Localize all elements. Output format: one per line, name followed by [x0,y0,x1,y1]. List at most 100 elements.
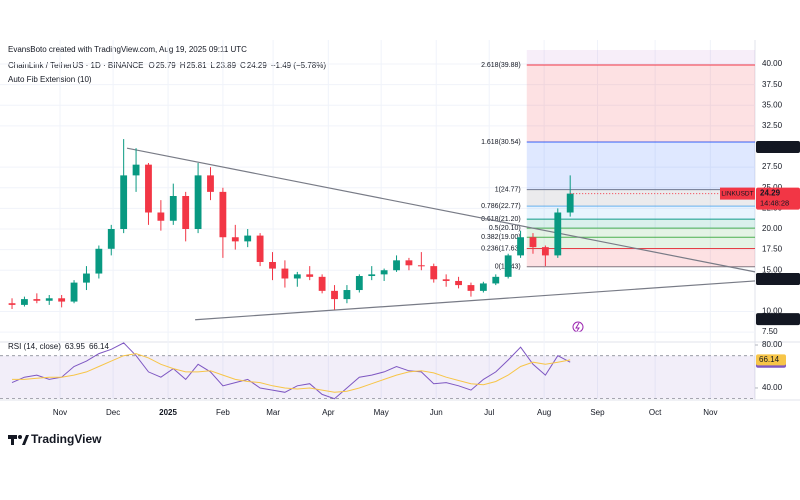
y-tick-label: 15.00 [762,265,783,274]
x-tick-label: 2025 [159,408,177,417]
candle-body [504,255,512,277]
fib-label: 0.786(22.77) [481,203,521,210]
candle-body [269,261,276,269]
candle-body [405,260,413,266]
candle-body [380,270,388,275]
credit: EvansBoto created with TradingView.com, … [8,45,247,54]
y-tick-label: 20.00 [762,224,783,233]
indicator-label: Auto Fib Extension (10) [8,75,92,84]
candle-body [306,274,314,277]
rsi-legend-value: 66.14 [89,342,110,351]
ohlc-value: 24.29 [247,61,268,70]
rsi-band [0,355,755,399]
x-tick-label: Dec [106,408,120,417]
fib-label: 0.618(21.20) [481,216,521,223]
symbol-label: LINKUSDT [721,190,753,197]
y-tick-label: 80.00 [762,340,783,349]
header-text: −1.49 (−5.78%) [271,61,326,70]
price-tag-label: 29.94 [760,142,781,151]
candle-body [529,237,537,248]
fib-top-zone [526,50,755,66]
trendline [195,280,756,321]
candle-body [368,274,376,277]
logo-slash [22,435,29,445]
price-tag [756,272,800,285]
ohlc-key: C [240,61,246,70]
countdown: 14:48:28 [760,199,789,208]
fib-label: 2.618(39.88) [481,62,521,69]
candle-body [70,282,78,302]
candle-body [194,175,202,229]
candle-body [83,273,90,283]
symbol-tag [720,187,755,200]
candle-body [231,237,239,242]
ohlc-key: L [211,61,216,70]
x-tick-label: Oct [649,408,662,417]
rsi-value-tag [756,354,786,366]
y-tick-label: 25.00 [762,183,783,192]
candle-body [467,285,475,291]
x-tick-label: Mar [266,408,280,417]
candle-body [393,260,400,271]
price-tag-label: 13.94 [760,274,781,283]
candle-body [95,248,103,274]
candle-body [343,290,351,300]
x-tick-label: Sep [590,408,605,417]
event-bolt [575,322,580,332]
candle-body [554,212,562,256]
candle-body [244,235,252,242]
candle-body [219,191,227,238]
rsi-line [12,353,571,393]
candle-body [58,298,66,302]
brand: TradingView [31,432,102,446]
rsi-line [11,342,571,400]
candle-body [331,290,338,300]
rsi-legend-value: 63.95 [65,342,86,351]
logo-dot [18,435,22,439]
candle-body [442,279,450,281]
logo-stem [11,435,14,445]
candle-body [293,274,301,279]
brand-logo [8,435,29,445]
candle-body [207,175,214,192]
rsi-value-label: 66.14 [759,355,780,364]
candle-body [132,164,140,176]
candle-body [541,247,549,256]
candle-body [355,276,363,291]
y-tick-label: 40.00 [762,383,783,392]
candle-body [517,237,524,256]
fib-zone [526,237,755,249]
candle-body [455,280,462,286]
x-tick-label: Jul [484,408,494,417]
x-tick-label: Jun [430,408,443,417]
last-price-tag [756,187,800,210]
candle-body [430,266,438,280]
candle-body [182,196,190,229]
y-tick-label: 40.00 [762,59,783,68]
fib-label: 0.382(19.00) [481,234,521,241]
y-tick-label: 7.50 [762,327,778,336]
candle-body [479,283,487,291]
candle-body [566,193,574,213]
candle-body [8,303,16,305]
y-tick-label: 27.50 [762,162,783,171]
candle-body [417,265,425,267]
fib-zone [526,206,755,220]
ohlc-value: 25.81 [187,61,208,70]
x-tick-label: Nov [53,408,67,417]
y-tick-label: 10.00 [762,307,783,316]
fib-zone [526,142,755,190]
x-tick-label: Feb [216,408,230,417]
fib-label: 1.618(30.54) [481,139,521,146]
ohlc-value: 25.79 [156,61,177,70]
fib-zone [526,65,755,143]
fib-zone [526,189,755,207]
ohlc-key: O [148,61,154,70]
ohlc-key: H [180,61,186,70]
candle-body [21,299,28,305]
candle-body [281,268,289,279]
y-tick-label: 17.50 [762,245,783,254]
candle-body [157,212,165,221]
fib-zone [526,228,755,238]
